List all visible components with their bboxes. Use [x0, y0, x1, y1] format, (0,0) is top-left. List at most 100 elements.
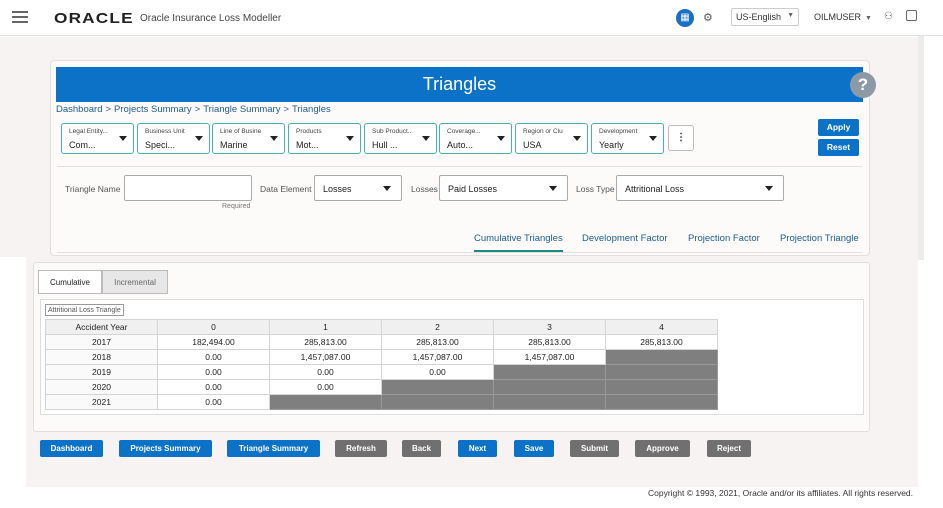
tab-cumulative-triangles[interactable]: Cumulative Triangles — [474, 233, 563, 244]
filter-products[interactable]: Products Mot... — [288, 123, 361, 154]
tab-development-factor[interactable]: Development Factor — [582, 233, 668, 244]
filter-development[interactable]: Development Yearly — [591, 123, 664, 154]
approve-button[interactable]: Approve — [635, 440, 690, 457]
tab-projection-triangle[interactable]: Projection Triangle — [780, 233, 859, 244]
vertical-scrollbar[interactable] — [918, 36, 924, 260]
table-cell: 0.00 — [157, 379, 270, 395]
table-cell: 285,813.00 — [381, 334, 494, 350]
table-cell: 1,457,087.00 — [269, 349, 382, 365]
app-name: Oracle Insurance Loss Modeller — [140, 13, 282, 24]
subtab-cumulative[interactable]: Cumulative — [38, 270, 102, 294]
losses-select[interactable]: Paid Losses — [439, 175, 568, 201]
reset-button[interactable]: Reset — [818, 139, 859, 156]
table-cell: 0.00 — [381, 364, 494, 380]
triangle-summary-button[interactable]: Triangle Summary — [227, 440, 320, 457]
table-cell: 1,457,087.00 — [493, 349, 606, 365]
triangle-table: Accident Year 0 1 2 3 4 2017 182,494.00 … — [45, 319, 718, 410]
triangle-name-input[interactable] — [124, 175, 252, 201]
table-row: 2019 0.00 0.00 0.00 — [45, 364, 718, 380]
accident-year-cell: 2021 — [45, 394, 158, 410]
empty-cell — [493, 364, 606, 380]
table-cell: 0.00 — [269, 379, 382, 395]
filter-line-of-business[interactable]: Line of Busine Marine — [212, 123, 285, 154]
tab-projection-factor[interactable]: Projection Factor — [688, 233, 760, 244]
column-header: Accident Year — [45, 319, 158, 335]
divider — [57, 166, 862, 167]
breadcrumb-projects-summary[interactable]: Projects Summary — [114, 104, 192, 115]
copyright-footer: Copyright © 1993, 2021, Oracle and/or it… — [648, 488, 914, 498]
losses-label: Losses — [411, 184, 438, 194]
table-cell: 0.00 — [157, 364, 270, 380]
table-header-row: Accident Year 0 1 2 3 4 — [45, 319, 718, 335]
apps-grid-icon[interactable]: ▦ — [676, 9, 694, 27]
hamburger-menu-icon[interactable] — [12, 11, 28, 23]
divider — [57, 252, 862, 253]
table-row: 2020 0.00 0.00 — [45, 379, 718, 395]
empty-cell — [493, 394, 606, 410]
table-cell: 285,813.00 — [493, 334, 606, 350]
chevron-down-icon: ▼ — [865, 15, 872, 22]
app-header: ORACLE Oracle Insurance Loss Modeller ▦ … — [0, 0, 943, 36]
table-row: 2018 0.00 1,457,087.00 1,457,087.00 1,45… — [45, 349, 718, 365]
dashboard-button[interactable]: Dashboard — [40, 440, 103, 457]
table-row: 2017 182,494.00 285,813.00 285,813.00 28… — [45, 334, 718, 350]
column-header: 0 — [157, 319, 270, 335]
save-button[interactable]: Save — [514, 440, 554, 457]
caret-down-icon — [497, 136, 505, 141]
breadcrumb-triangle-summary[interactable]: Triangle Summary — [203, 104, 281, 115]
chevron-down-icon: ▼ — [787, 12, 794, 19]
triangle-name-label: Triangle Name — [65, 184, 121, 194]
data-element-label: Data Element — [260, 184, 312, 194]
language-value: US-English — [736, 12, 782, 22]
loss-type-select[interactable]: Attritional Loss — [616, 175, 784, 201]
empty-cell — [493, 379, 606, 395]
table-cell: 0.00 — [157, 394, 270, 410]
submit-button[interactable]: Submit — [570, 440, 619, 457]
language-select[interactable]: US-English ▼ — [731, 8, 799, 26]
expand-icon[interactable] — [906, 10, 917, 21]
column-header: 1 — [269, 319, 382, 335]
caret-down-icon — [549, 186, 557, 191]
required-hint: Required — [222, 203, 251, 210]
user-menu[interactable]: OILMUSER ▼ — [814, 12, 872, 22]
projects-summary-button[interactable]: Projects Summary — [119, 440, 212, 457]
subtab-incremental[interactable]: Incremental — [102, 270, 168, 294]
loss-type-label: Loss Type — [576, 184, 615, 194]
filter-sub-product[interactable]: Sub Product.. Hull ... — [364, 123, 437, 154]
filter-coverage[interactable]: Coverage... Auto... — [439, 123, 512, 154]
filter-region[interactable]: Region or Clu USA — [515, 123, 588, 154]
tools-icon[interactable]: ⚙ — [703, 12, 713, 24]
apply-button[interactable]: Apply — [818, 119, 859, 136]
empty-cell — [381, 379, 494, 395]
data-element-select[interactable]: Losses — [314, 175, 402, 201]
help-icon[interactable]: ? — [850, 72, 876, 98]
active-tab-indicator — [474, 250, 563, 252]
empty-cell — [269, 394, 382, 410]
empty-cell — [605, 394, 718, 410]
filter-business-unit[interactable]: Business Unit Speci... — [137, 123, 210, 154]
filter-legal-entity[interactable]: Legal Entity... Com... — [61, 123, 134, 154]
caret-down-icon — [573, 136, 581, 141]
breadcrumb-dashboard[interactable]: Dashboard — [56, 104, 103, 115]
breadcrumb-triangles[interactable]: Triangles — [292, 104, 331, 115]
column-header: 3 — [493, 319, 606, 335]
triangle-table-title: Attritional Loss Triangle — [45, 304, 124, 316]
accident-year-cell: 2020 — [45, 379, 158, 395]
oracle-logo: ORACLE — [54, 10, 134, 27]
next-button[interactable]: Next — [458, 440, 497, 457]
caret-down-icon — [346, 136, 354, 141]
more-options-icon[interactable]: ⋮ — [668, 125, 694, 151]
table-cell: 1,457,087.00 — [381, 349, 494, 365]
back-button[interactable]: Back — [402, 440, 441, 457]
caret-down-icon — [649, 136, 657, 141]
table-cell: 182,494.00 — [157, 334, 270, 350]
table-cell: 0.00 — [157, 349, 270, 365]
user-name: OILMUSER — [814, 12, 862, 22]
table-cell: 0.00 — [269, 364, 382, 380]
user-profile-icon[interactable]: ⚇ — [884, 11, 893, 22]
reject-button[interactable]: Reject — [707, 440, 751, 457]
refresh-button[interactable]: Refresh — [335, 440, 387, 457]
table-cell: 285,813.00 — [605, 334, 718, 350]
empty-cell — [381, 394, 494, 410]
column-header: 2 — [381, 319, 494, 335]
